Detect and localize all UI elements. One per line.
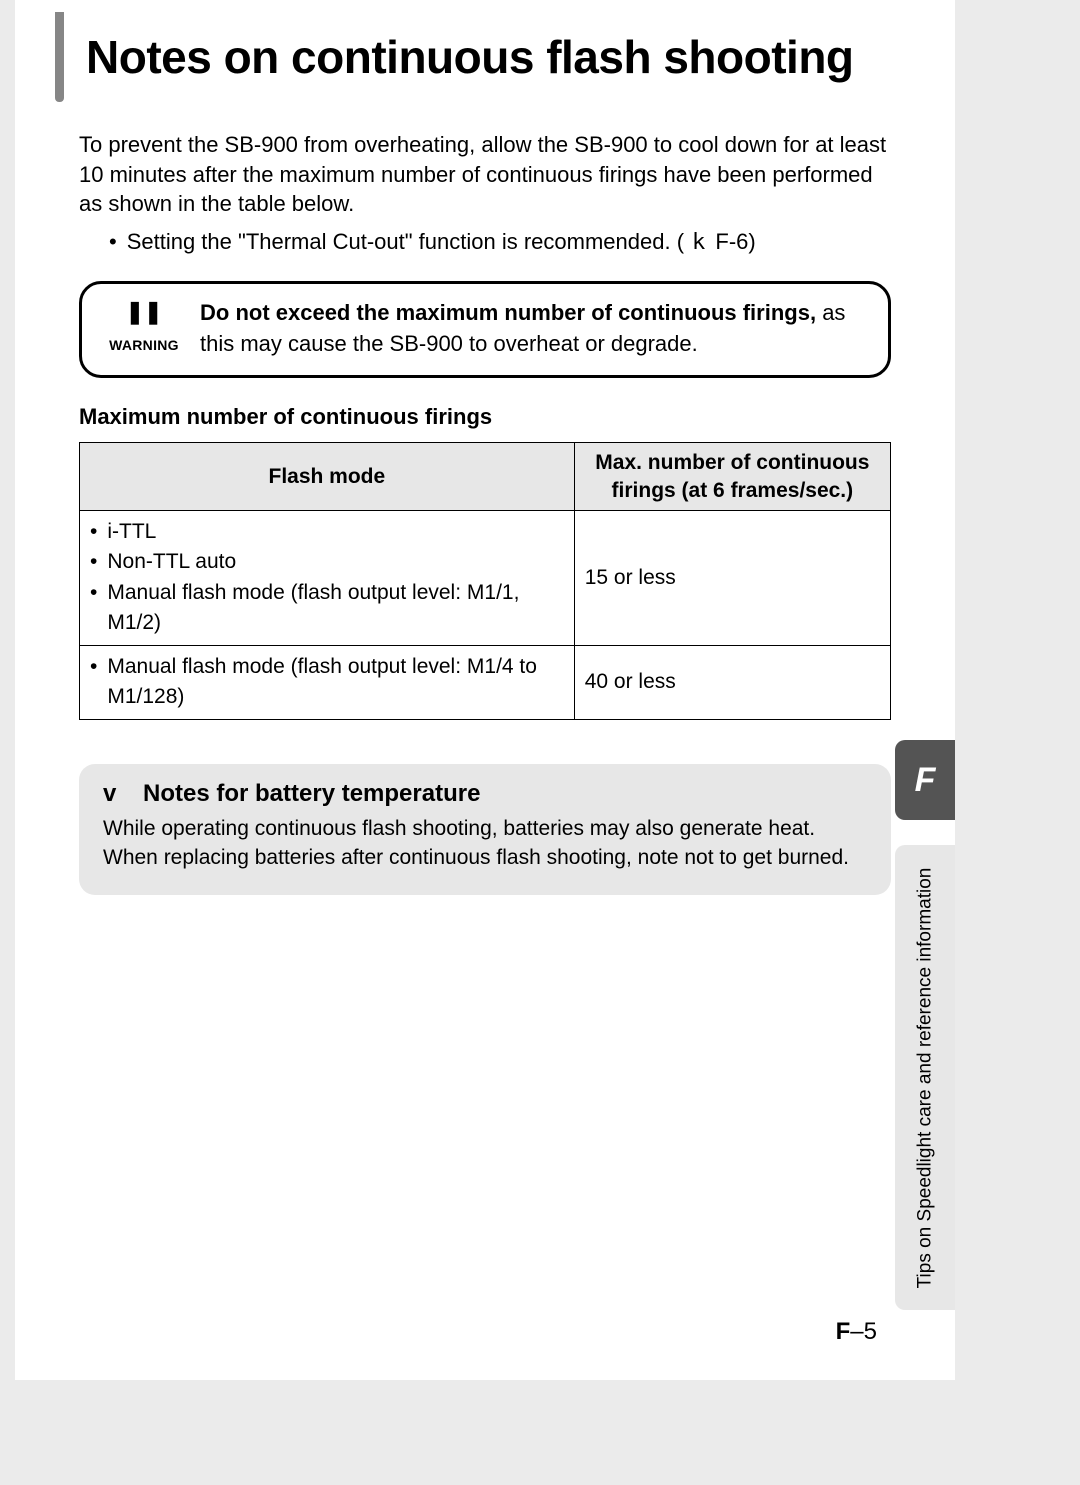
table-row: •Manual flash mode (flash output level: … — [80, 645, 891, 719]
bullet-text: Setting the "Thermal Cut-out" function i… — [127, 227, 756, 259]
table-cell-max: 15 or less — [574, 511, 890, 646]
title-bar: Notes on continuous flash shooting — [55, 0, 931, 102]
page-content: To prevent the SB-900 from overheating, … — [15, 130, 955, 895]
section-tab: F — [895, 740, 955, 820]
warning-text-strong: Do not exceed the maximum number of cont… — [200, 300, 816, 325]
table-col-max-firings: Max. number of continuous firings (at 6 … — [574, 443, 890, 511]
page-number: F–5 — [836, 1318, 877, 1346]
note-title-row: v Notes for battery temperature — [103, 780, 867, 808]
bullet-dot-icon: • — [90, 578, 97, 639]
reference-icon: k — [692, 228, 705, 259]
section-side-label-text: Tips on Speedlight care and reference in… — [914, 867, 936, 1288]
table-cell-mode: •i-TTL •Non-TTL auto •Manual flash mode … — [80, 511, 575, 646]
list-item: • i-TTL — [90, 517, 564, 547]
warning-callout: ❚❚ WARNING Do not exceed the maximum num… — [79, 281, 891, 379]
table-row: •i-TTL •Non-TTL auto •Manual flash mode … — [80, 511, 891, 646]
manual-page: Notes on continuous flash shooting To pr… — [15, 0, 955, 1380]
page-number-num: 5 — [864, 1318, 877, 1345]
list-item: •Manual flash mode (flash output level: … — [90, 578, 564, 639]
battery-note-callout: v Notes for battery temperature While op… — [79, 764, 891, 896]
bullet-text-after: ) — [748, 229, 755, 254]
table-header-row: Flash mode Max. number of continuous fir… — [80, 443, 891, 511]
bullet-dot-icon: • — [90, 652, 97, 713]
section-side-label: Tips on Speedlight care and reference in… — [895, 845, 955, 1310]
note-body: While operating continuous flash shootin… — [103, 814, 867, 874]
list-item-text: i-TTL — [107, 517, 156, 547]
list-item-text: Manual flash mode (flash output level: M… — [107, 578, 563, 639]
reference-page: F-6 — [715, 229, 748, 254]
table-title: Maximum number of continuous firings — [79, 404, 891, 430]
list-item: •Manual flash mode (flash output level: … — [90, 652, 564, 713]
table-col-flash-mode: Flash mode — [80, 443, 575, 511]
title-accent-bar — [55, 12, 64, 102]
warning-label-block: ❚❚ WARNING — [102, 305, 186, 353]
warning-symbol-icon: ❚❚ — [102, 301, 186, 323]
warning-text: Do not exceed the maximum number of cont… — [200, 298, 868, 360]
table-cell-mode: •Manual flash mode (flash output level: … — [80, 645, 575, 719]
intro-paragraph: To prevent the SB-900 from overheating, … — [79, 130, 891, 219]
page-title: Notes on continuous flash shooting — [86, 30, 854, 84]
bullet-text-main: Setting the "Thermal Cut-out" function i… — [127, 229, 684, 254]
list-item-text: Manual flash mode (flash output level: M… — [107, 652, 563, 713]
warning-label: WARNING — [102, 337, 186, 353]
bullet-dot-icon: • — [109, 227, 117, 259]
note-title: Notes for battery temperature — [143, 780, 480, 808]
list-item-text: Non-TTL auto — [107, 547, 236, 577]
page-number-sep: – — [850, 1318, 863, 1345]
section-tab-letter: F — [915, 761, 936, 800]
firings-table: Flash mode Max. number of continuous fir… — [79, 442, 891, 719]
bullet-dot-icon: • — [90, 547, 97, 577]
page-number-prefix: F — [836, 1318, 851, 1345]
list-item: • Non-TTL auto — [90, 547, 564, 577]
table-cell-max: 40 or less — [574, 645, 890, 719]
thermal-cutout-bullet: • Setting the "Thermal Cut-out" function… — [79, 227, 891, 259]
note-icon: v — [103, 780, 125, 808]
bullet-dot-icon: • — [90, 517, 97, 547]
